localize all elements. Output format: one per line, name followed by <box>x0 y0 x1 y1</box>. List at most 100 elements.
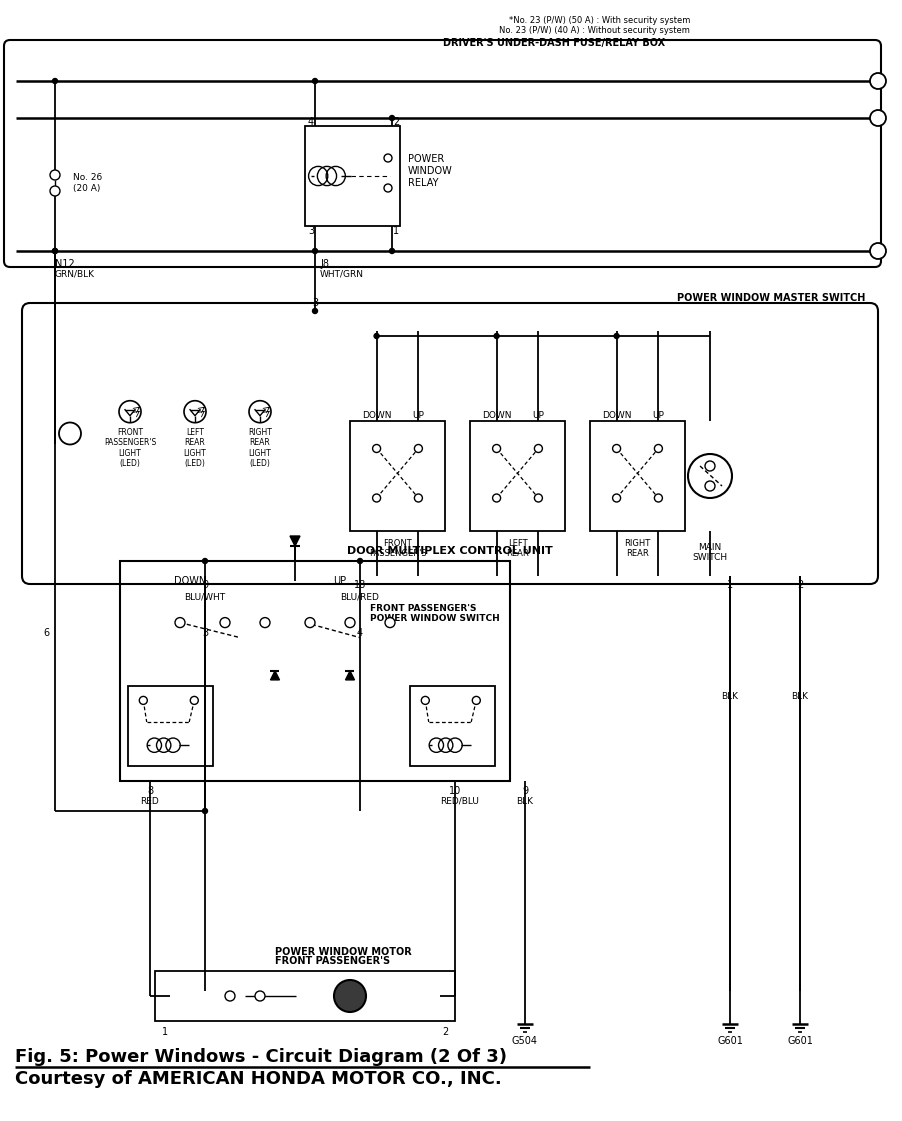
Text: 1: 1 <box>392 226 399 237</box>
Text: UP: UP <box>532 410 544 419</box>
Circle shape <box>654 445 662 453</box>
Circle shape <box>202 558 207 564</box>
Text: 8: 8 <box>147 786 153 796</box>
Text: MAIN
SWITCH: MAIN SWITCH <box>692 543 727 563</box>
Circle shape <box>869 73 885 89</box>
Polygon shape <box>345 670 354 680</box>
Text: UP: UP <box>333 576 346 586</box>
Text: DOOR MULTIPLEX CONTROL UNIT: DOOR MULTIPLEX CONTROL UNIT <box>346 546 552 556</box>
Text: B: B <box>873 76 880 86</box>
Text: BLU/WHT: BLU/WHT <box>184 592 226 601</box>
Circle shape <box>612 445 620 453</box>
Text: No. 26
(20 A): No. 26 (20 A) <box>73 174 102 193</box>
Text: 3: 3 <box>308 226 314 237</box>
Circle shape <box>220 618 230 628</box>
Circle shape <box>704 481 714 491</box>
Text: BLK: BLK <box>791 692 807 701</box>
Circle shape <box>139 696 147 704</box>
Circle shape <box>383 184 391 192</box>
Text: D: D <box>873 245 881 256</box>
Circle shape <box>50 170 60 180</box>
Circle shape <box>534 445 542 453</box>
Circle shape <box>50 186 60 196</box>
Circle shape <box>534 494 542 502</box>
Circle shape <box>334 980 365 1012</box>
Text: No. 23 (P/W) (40 A) : Without security system: No. 23 (P/W) (40 A) : Without security s… <box>499 26 689 35</box>
Circle shape <box>492 445 500 453</box>
Polygon shape <box>271 670 280 680</box>
Circle shape <box>493 334 499 339</box>
Text: DOWN: DOWN <box>174 576 206 586</box>
Circle shape <box>312 249 318 253</box>
Text: 4: 4 <box>356 628 363 638</box>
Circle shape <box>612 494 620 502</box>
Circle shape <box>383 154 391 163</box>
Text: J8: J8 <box>319 259 328 269</box>
Text: G504: G504 <box>511 1036 538 1046</box>
Circle shape <box>312 78 318 83</box>
Text: RED/BLU: RED/BLU <box>440 797 479 806</box>
Bar <box>305 126 400 226</box>
Circle shape <box>869 110 885 126</box>
Bar <box>120 560 510 781</box>
Circle shape <box>305 618 315 628</box>
Text: DOWN: DOWN <box>362 410 391 419</box>
Text: 2: 2 <box>392 117 399 127</box>
Text: UP: UP <box>652 410 664 419</box>
Circle shape <box>492 494 500 502</box>
Circle shape <box>52 78 58 83</box>
Text: UP: UP <box>412 410 424 419</box>
Circle shape <box>312 308 318 314</box>
Text: POWER WINDOW MOTOR: POWER WINDOW MOTOR <box>275 947 411 957</box>
Text: Courtesy of AMERICAN HONDA MOTOR CO., INC.: Courtesy of AMERICAN HONDA MOTOR CO., IN… <box>15 1071 502 1088</box>
Circle shape <box>704 461 714 471</box>
Text: DOWN: DOWN <box>482 410 511 419</box>
Text: 3: 3 <box>202 628 207 638</box>
Circle shape <box>59 423 81 445</box>
Text: A: A <box>66 428 74 438</box>
Circle shape <box>384 618 394 628</box>
Circle shape <box>52 249 58 253</box>
Text: FRONT PASSENGER'S: FRONT PASSENGER'S <box>275 956 390 966</box>
Circle shape <box>414 494 422 502</box>
Circle shape <box>613 334 619 339</box>
Bar <box>589 421 685 531</box>
Circle shape <box>202 808 207 814</box>
Text: *No. 23 (P/W) (50 A) : With security system: *No. 23 (P/W) (50 A) : With security sys… <box>508 16 689 25</box>
Text: 2: 2 <box>796 580 802 590</box>
Circle shape <box>654 494 662 502</box>
Circle shape <box>52 249 58 253</box>
Text: DRIVER'S UNDER-DASH FUSE/RELAY BOX: DRIVER'S UNDER-DASH FUSE/RELAY BOX <box>442 38 664 48</box>
Circle shape <box>254 991 264 1001</box>
Text: RIGHT
REAR: RIGHT REAR <box>623 539 650 558</box>
Text: BLU/RED: BLU/RED <box>340 592 379 601</box>
Circle shape <box>421 696 428 704</box>
Text: POWER WINDOW SWITCH: POWER WINDOW SWITCH <box>370 614 499 623</box>
Text: FRONT PASSENGER'S: FRONT PASSENGER'S <box>370 604 476 613</box>
Text: 1: 1 <box>726 580 732 590</box>
Text: POWER WINDOW MASTER SWITCH: POWER WINDOW MASTER SWITCH <box>676 293 864 303</box>
Text: 1: 1 <box>161 1027 168 1037</box>
Circle shape <box>373 494 380 502</box>
Text: POWER
WINDOW
RELAY: POWER WINDOW RELAY <box>408 155 452 187</box>
Polygon shape <box>290 536 299 546</box>
Text: Fig. 5: Power Windows - Circuit Diagram (2 Of 3): Fig. 5: Power Windows - Circuit Diagram … <box>15 1048 506 1066</box>
Text: FRONT
PASSENGER'S
LIGHT
(LED): FRONT PASSENGER'S LIGHT (LED) <box>104 428 156 467</box>
Bar <box>350 421 445 531</box>
Circle shape <box>373 334 379 339</box>
Text: DOWN: DOWN <box>602 410 630 419</box>
Text: G601: G601 <box>787 1036 812 1046</box>
Text: FRONT
PASSENGER'S: FRONT PASSENGER'S <box>368 539 426 558</box>
Text: LEFT
REAR
LIGHT
(LED): LEFT REAR LIGHT (LED) <box>183 428 207 467</box>
Text: WHT/GRN: WHT/GRN <box>319 269 364 278</box>
Text: 2: 2 <box>441 1027 447 1037</box>
Circle shape <box>472 696 480 704</box>
Text: GRN/BLK: GRN/BLK <box>55 269 95 278</box>
Text: 3: 3 <box>311 298 318 308</box>
Circle shape <box>345 618 354 628</box>
Text: RED: RED <box>141 797 159 806</box>
Circle shape <box>225 991 235 1001</box>
Text: G601: G601 <box>716 1036 742 1046</box>
Circle shape <box>260 618 270 628</box>
Text: 6: 6 <box>44 628 50 638</box>
